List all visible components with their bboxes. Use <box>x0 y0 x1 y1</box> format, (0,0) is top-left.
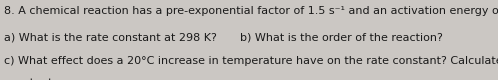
Text: constant.: constant. <box>4 78 56 80</box>
Text: b) What is the order of the reaction?: b) What is the order of the reaction? <box>240 32 443 42</box>
Text: 8. A chemical reaction has a pre-exponential factor of 1.5 s⁻¹ and an activation: 8. A chemical reaction has a pre-exponen… <box>4 6 498 16</box>
Text: c) What effect does a 20°C increase in temperature have on the rate constant? Ca: c) What effect does a 20°C increase in t… <box>4 56 498 66</box>
Text: a) What is the rate constant at 298 K?: a) What is the rate constant at 298 K? <box>4 32 217 42</box>
